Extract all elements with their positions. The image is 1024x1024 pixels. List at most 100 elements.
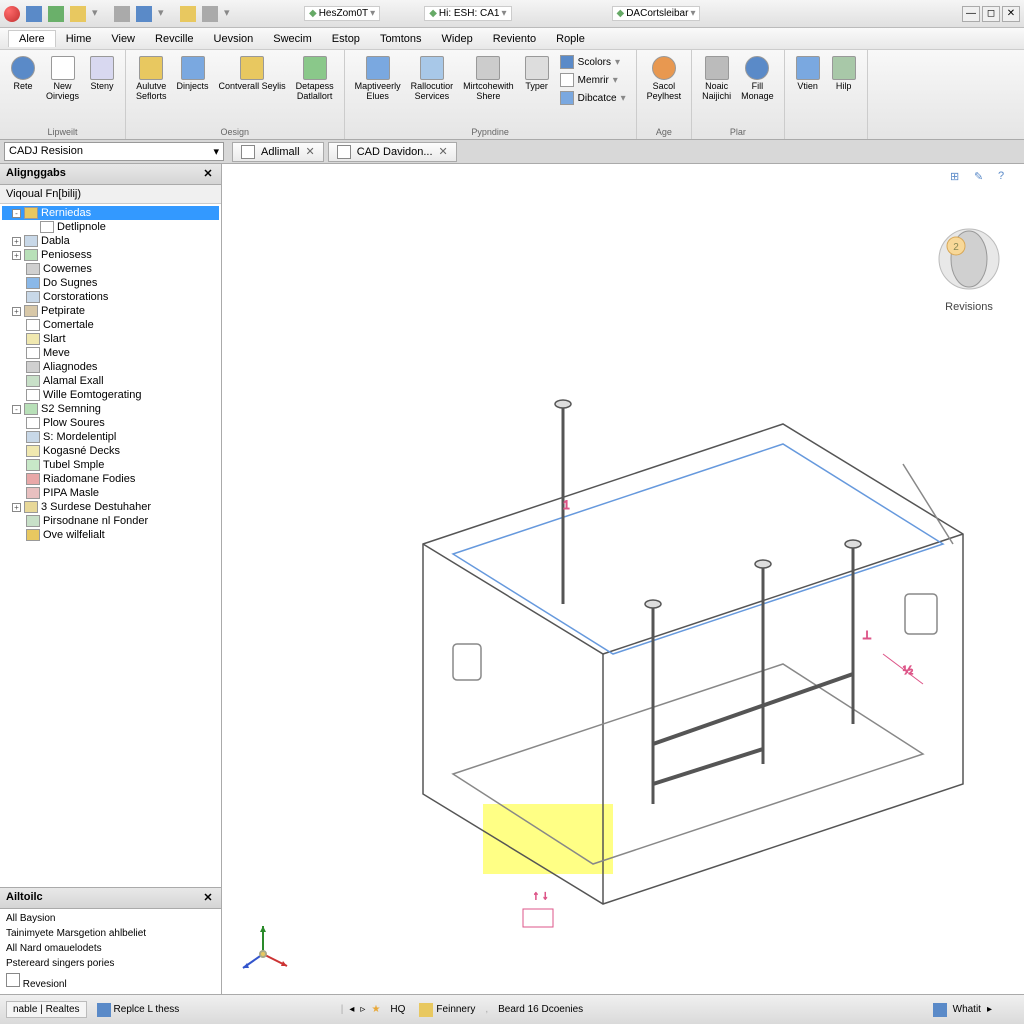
ribbon-btn-sacol[interactable]: SacolPeylhest xyxy=(643,54,686,125)
menu-revcille[interactable]: Revcille xyxy=(145,31,204,47)
ribbon-btn-dinjects[interactable]: Dinjects xyxy=(173,54,213,125)
tree-item[interactable]: Slart xyxy=(2,332,219,346)
ribbon-btn-vtien[interactable]: Vtien xyxy=(791,54,825,135)
tree-item[interactable]: Pirsodnane nl Fonder xyxy=(2,514,219,528)
tree-item[interactable]: Corstorations xyxy=(2,290,219,304)
menu-view[interactable]: View xyxy=(101,31,145,47)
tree-item[interactable]: Wille Eomtogerating xyxy=(2,388,219,402)
tree-item[interactable]: Cowemes xyxy=(2,262,219,276)
tree-item[interactable]: Tubel Smple xyxy=(2,458,219,472)
grid-icon[interactable]: ⊞ xyxy=(950,170,966,186)
qat-icon-5[interactable] xyxy=(136,6,152,22)
maximize-button[interactable]: ◻ xyxy=(982,6,1000,22)
status-feinnery[interactable]: Feinnery xyxy=(415,1003,479,1017)
expand-icon[interactable]: + xyxy=(12,237,21,246)
panel-close-icon[interactable]: ✕ xyxy=(201,891,215,905)
info-item[interactable]: All Nard omauelodets xyxy=(2,941,219,956)
qat-icon-1[interactable] xyxy=(26,6,42,22)
menu-alere[interactable]: Alere xyxy=(8,30,56,47)
expand-icon[interactable]: + xyxy=(12,251,21,260)
ribbon-small-scolors[interactable]: Scolors ▾ xyxy=(556,54,630,70)
expand-icon[interactable]: - xyxy=(12,209,21,218)
minimize-button[interactable]: — xyxy=(962,6,980,22)
tree-item[interactable]: Plow Soures xyxy=(2,416,219,430)
viewcube[interactable]: 2 Revisions xyxy=(934,224,1004,313)
qat-icon-2[interactable] xyxy=(48,6,64,22)
menu-tomtons[interactable]: Tomtons xyxy=(370,31,432,47)
ribbon-btn-fill[interactable]: FillMonage xyxy=(737,54,778,125)
ribbon-small-dibcatce[interactable]: Dibcatce ▾ xyxy=(556,90,630,106)
menu-swecim[interactable]: Swecim xyxy=(263,31,322,47)
ribbon-btn-noaic[interactable]: NoaicNaijichi xyxy=(698,54,735,125)
status-nav-prev[interactable]: ◂ xyxy=(349,1004,354,1015)
ribbon-btn-rete[interactable]: Rete xyxy=(6,54,40,125)
ribbon-btn-detapess[interactable]: DetapessDatlallort xyxy=(292,54,338,125)
file-dropdown[interactable]: CADJ Resision ▾ xyxy=(4,142,224,161)
qat-icon-4[interactable] xyxy=(114,6,130,22)
status-tab-1[interactable]: nable | Realtes xyxy=(6,1001,87,1018)
menu-hime[interactable]: Hime xyxy=(56,31,102,47)
tree-item[interactable]: -Rerniedas xyxy=(2,206,219,220)
titlebar-dropdown-2[interactable]: ◆DACortsleibar▾ xyxy=(612,6,701,21)
tree-item[interactable]: S: Mordelentipl xyxy=(2,430,219,444)
close-button[interactable]: ✕ xyxy=(1002,6,1020,22)
tree-item[interactable]: +3 Surdese Destuhaher xyxy=(2,500,219,514)
qat-icon-6[interactable] xyxy=(180,6,196,22)
status-icon-right[interactable] xyxy=(933,1003,947,1017)
info-item[interactable]: Revesionl xyxy=(2,971,219,992)
tree-item[interactable]: Comertale xyxy=(2,318,219,332)
menu-estop[interactable]: Estop xyxy=(322,31,370,47)
menu-uevsion[interactable]: Uevsion xyxy=(204,31,264,47)
panel-close-icon[interactable]: ✕ xyxy=(201,167,215,181)
ribbon-btn-aulutve[interactable]: AulutveSeflorts xyxy=(132,54,171,125)
tab-close-icon[interactable]: ✕ xyxy=(439,145,448,158)
status-whatit[interactable]: Whatit xyxy=(953,1004,981,1015)
tree-item[interactable]: Ove wilfelialt xyxy=(2,528,219,542)
ribbon-btn-new[interactable]: NewOirviegs xyxy=(42,54,83,125)
tree-item[interactable]: Meve xyxy=(2,346,219,360)
ribbon-small-memrir[interactable]: Memrir ▾ xyxy=(556,72,630,88)
titlebar-dropdown-1[interactable]: ◆Hi: ESH: CA1▾ xyxy=(424,6,511,21)
ribbon-btn-rallocutior[interactable]: RallocutiorServices xyxy=(407,54,458,125)
status-beard[interactable]: Beard 16 Dcoenies xyxy=(494,1004,587,1015)
file-tab-1[interactable]: CAD Davidon...✕ xyxy=(328,142,457,162)
status-item-replace[interactable]: Replce L thess xyxy=(93,1003,184,1017)
tab-close-icon[interactable]: ✕ xyxy=(306,145,315,158)
menu-reviento[interactable]: Reviento xyxy=(483,31,546,47)
ribbon-btn-hilp[interactable]: Hilp xyxy=(827,54,861,135)
tree-item[interactable]: +Petpirate xyxy=(2,304,219,318)
info-item[interactable]: Pstereard singers pories xyxy=(2,956,219,971)
status-hq[interactable]: HQ xyxy=(386,1004,409,1015)
tree-item[interactable]: -S2 Semning xyxy=(2,402,219,416)
status-nav-end[interactable]: ▸ xyxy=(987,1004,992,1015)
expand-icon[interactable]: + xyxy=(12,503,21,512)
menu-widep[interactable]: Widep xyxy=(432,31,483,47)
ribbon-btn-maptiveerly[interactable]: MaptiveerlyElues xyxy=(351,54,405,125)
tree-item[interactable]: PIPA Masle xyxy=(2,486,219,500)
tree-item[interactable]: Detlipnole xyxy=(2,220,219,234)
tree-item[interactable]: +Dabla xyxy=(2,234,219,248)
expand-icon[interactable]: - xyxy=(12,405,21,414)
ribbon-btn-mirtcohewith[interactable]: MirtcohewithShere xyxy=(459,54,518,125)
file-tab-0[interactable]: Adlimall✕ xyxy=(232,142,324,162)
help-icon[interactable]: ? xyxy=(998,170,1014,186)
status-star-icon[interactable]: ★ xyxy=(371,1004,380,1015)
tree-item[interactable]: Alamal Exall xyxy=(2,374,219,388)
panel-subtitle[interactable]: Viqoual Fn[bilij) xyxy=(0,185,221,204)
info-item[interactable]: All Baysion xyxy=(2,911,219,926)
tree-item[interactable]: +Peniosess xyxy=(2,248,219,262)
ribbon-btn-typer[interactable]: Typer xyxy=(520,54,554,125)
app-orb-icon[interactable] xyxy=(4,6,20,22)
ribbon-btn-steny[interactable]: Steny xyxy=(85,54,119,125)
menu-rople[interactable]: Rople xyxy=(546,31,595,47)
titlebar-dropdown-0[interactable]: ◆HesZom0T▾ xyxy=(304,6,380,21)
pencil-icon[interactable]: ✎ xyxy=(974,170,990,186)
qat-icon-7[interactable] xyxy=(202,6,218,22)
viewport[interactable]: ⊞ ✎ ? 2 Revisions xyxy=(222,164,1024,994)
tree-item[interactable]: Do Sugnes xyxy=(2,276,219,290)
qat-icon-3[interactable] xyxy=(70,6,86,22)
status-nav-play[interactable]: ▹ xyxy=(360,1004,365,1015)
expand-icon[interactable]: + xyxy=(12,307,21,316)
tree-item[interactable]: Aliagnodes xyxy=(2,360,219,374)
tree-item[interactable]: Riadomane Fodies xyxy=(2,472,219,486)
